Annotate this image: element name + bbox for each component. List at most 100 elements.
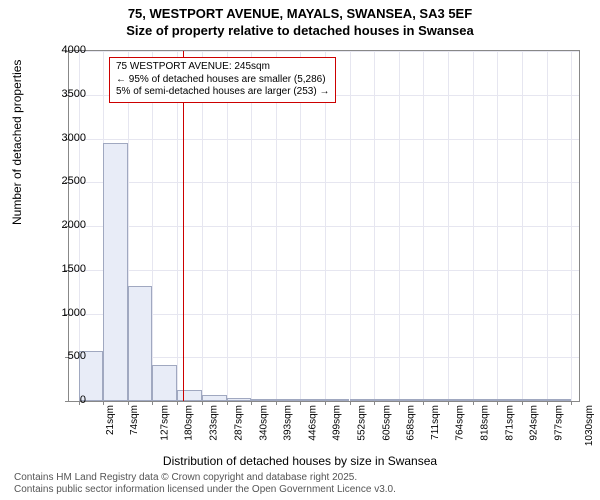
histogram-bar — [227, 398, 252, 401]
gridline-vertical — [571, 51, 572, 401]
footer-line-1: Contains HM Land Registry data © Crown c… — [14, 472, 396, 484]
x-tick — [177, 401, 178, 405]
x-tick-label: 552sqm — [357, 405, 368, 441]
attribution-footer: Contains HM Land Registry data © Crown c… — [14, 472, 396, 496]
x-tick — [276, 401, 277, 405]
gridline-vertical — [251, 51, 252, 401]
gridline-vertical — [202, 51, 203, 401]
y-axis-title: Number of detached properties — [10, 60, 24, 225]
gridline-vertical — [547, 51, 548, 401]
x-tick — [300, 401, 301, 405]
y-tick-label: 0 — [80, 394, 86, 406]
x-tick-label: 764sqm — [455, 405, 466, 441]
histogram-bar — [300, 399, 325, 401]
x-tick — [423, 401, 424, 405]
x-tick-label: 233sqm — [209, 405, 220, 441]
x-tick — [448, 401, 449, 405]
x-tick-label: 658sqm — [406, 405, 417, 441]
histogram-bar — [547, 399, 572, 401]
annotation-line-1: 75 WESTPORT AVENUE: 245sqm — [116, 61, 329, 74]
histogram-bar — [276, 399, 301, 401]
histogram-bar — [103, 143, 128, 401]
annotation-line-3: 5% of semi-detached houses are larger (2… — [116, 86, 329, 99]
histogram-bar — [522, 399, 547, 401]
y-tick-label: 3500 — [62, 88, 86, 100]
histogram-bar — [448, 399, 473, 401]
histogram-bar — [152, 365, 177, 401]
x-tick — [152, 401, 153, 405]
x-tick — [571, 401, 572, 405]
y-tick-label: 1500 — [62, 263, 86, 275]
x-tick — [374, 401, 375, 405]
histogram-bar — [497, 399, 522, 401]
x-tick — [497, 401, 498, 405]
y-tick-label: 2500 — [62, 175, 86, 187]
histogram-bar — [177, 390, 202, 401]
x-tick-label: 127sqm — [159, 405, 170, 441]
gridline-vertical — [325, 51, 326, 401]
x-tick-label: 924sqm — [529, 405, 540, 441]
gridline-vertical — [522, 51, 523, 401]
x-tick-label: 871sqm — [504, 405, 515, 441]
x-tick — [473, 401, 474, 405]
y-tick-label: 1000 — [62, 307, 86, 319]
x-tick — [522, 401, 523, 405]
histogram-bar — [350, 399, 375, 401]
histogram-bar — [399, 399, 424, 401]
x-axis-title: Distribution of detached houses by size … — [0, 454, 600, 468]
annotation-line-2: ← 95% of detached houses are smaller (5,… — [116, 74, 329, 87]
x-tick-label: 1030sqm — [584, 405, 595, 446]
histogram-bar — [473, 399, 498, 401]
histogram-bar — [374, 399, 399, 401]
footer-line-2: Contains public sector information licen… — [14, 484, 396, 496]
gridline-vertical — [448, 51, 449, 401]
histogram-bar — [325, 399, 350, 401]
x-tick-label: 340sqm — [258, 405, 269, 441]
x-tick — [350, 401, 351, 405]
x-tick-label: 393sqm — [283, 405, 294, 441]
histogram-bar — [202, 395, 227, 401]
gridline-vertical — [350, 51, 351, 401]
title-line-1: 75, WESTPORT AVENUE, MAYALS, SWANSEA, SA… — [0, 6, 600, 23]
x-tick — [202, 401, 203, 405]
x-tick-label: 287sqm — [234, 405, 245, 441]
title-line-2: Size of property relative to detached ho… — [0, 23, 600, 40]
gridline-vertical — [227, 51, 228, 401]
gridline-vertical — [473, 51, 474, 401]
plot-area: 21sqm74sqm127sqm180sqm233sqm287sqm340sqm… — [68, 50, 580, 402]
histogram-bar — [128, 286, 153, 402]
gridline-vertical — [497, 51, 498, 401]
gridline-vertical — [423, 51, 424, 401]
x-tick — [227, 401, 228, 405]
reference-line — [183, 51, 184, 401]
gridline-vertical — [177, 51, 178, 401]
gridline-vertical — [399, 51, 400, 401]
x-tick-label: 711sqm — [429, 405, 440, 440]
gridline-vertical — [276, 51, 277, 401]
x-tick — [399, 401, 400, 405]
gridline-vertical — [300, 51, 301, 401]
y-tick-label: 3000 — [62, 132, 86, 144]
annotation-box: 75 WESTPORT AVENUE: 245sqm← 95% of detac… — [109, 57, 336, 103]
gridline-vertical — [152, 51, 153, 401]
x-tick-label: 818sqm — [480, 405, 491, 441]
gridline-vertical — [374, 51, 375, 401]
x-tick-label: 446sqm — [307, 405, 318, 441]
x-tick-label: 74sqm — [129, 405, 140, 435]
histogram-bar — [423, 399, 448, 401]
y-tick-label: 2000 — [62, 219, 86, 231]
chart-container: 75, WESTPORT AVENUE, MAYALS, SWANSEA, SA… — [0, 0, 600, 500]
chart-title: 75, WESTPORT AVENUE, MAYALS, SWANSEA, SA… — [0, 0, 600, 40]
x-tick — [325, 401, 326, 405]
x-tick — [103, 401, 104, 405]
x-tick — [251, 401, 252, 405]
histogram-bar — [251, 399, 276, 401]
y-tick-label: 4000 — [62, 44, 86, 56]
x-tick — [128, 401, 129, 405]
y-tick — [65, 401, 69, 402]
x-tick-label: 499sqm — [332, 405, 343, 441]
x-tick — [547, 401, 548, 405]
x-tick-label: 605sqm — [381, 405, 392, 441]
x-tick-label: 21sqm — [105, 405, 116, 435]
y-tick-label: 500 — [68, 350, 86, 362]
